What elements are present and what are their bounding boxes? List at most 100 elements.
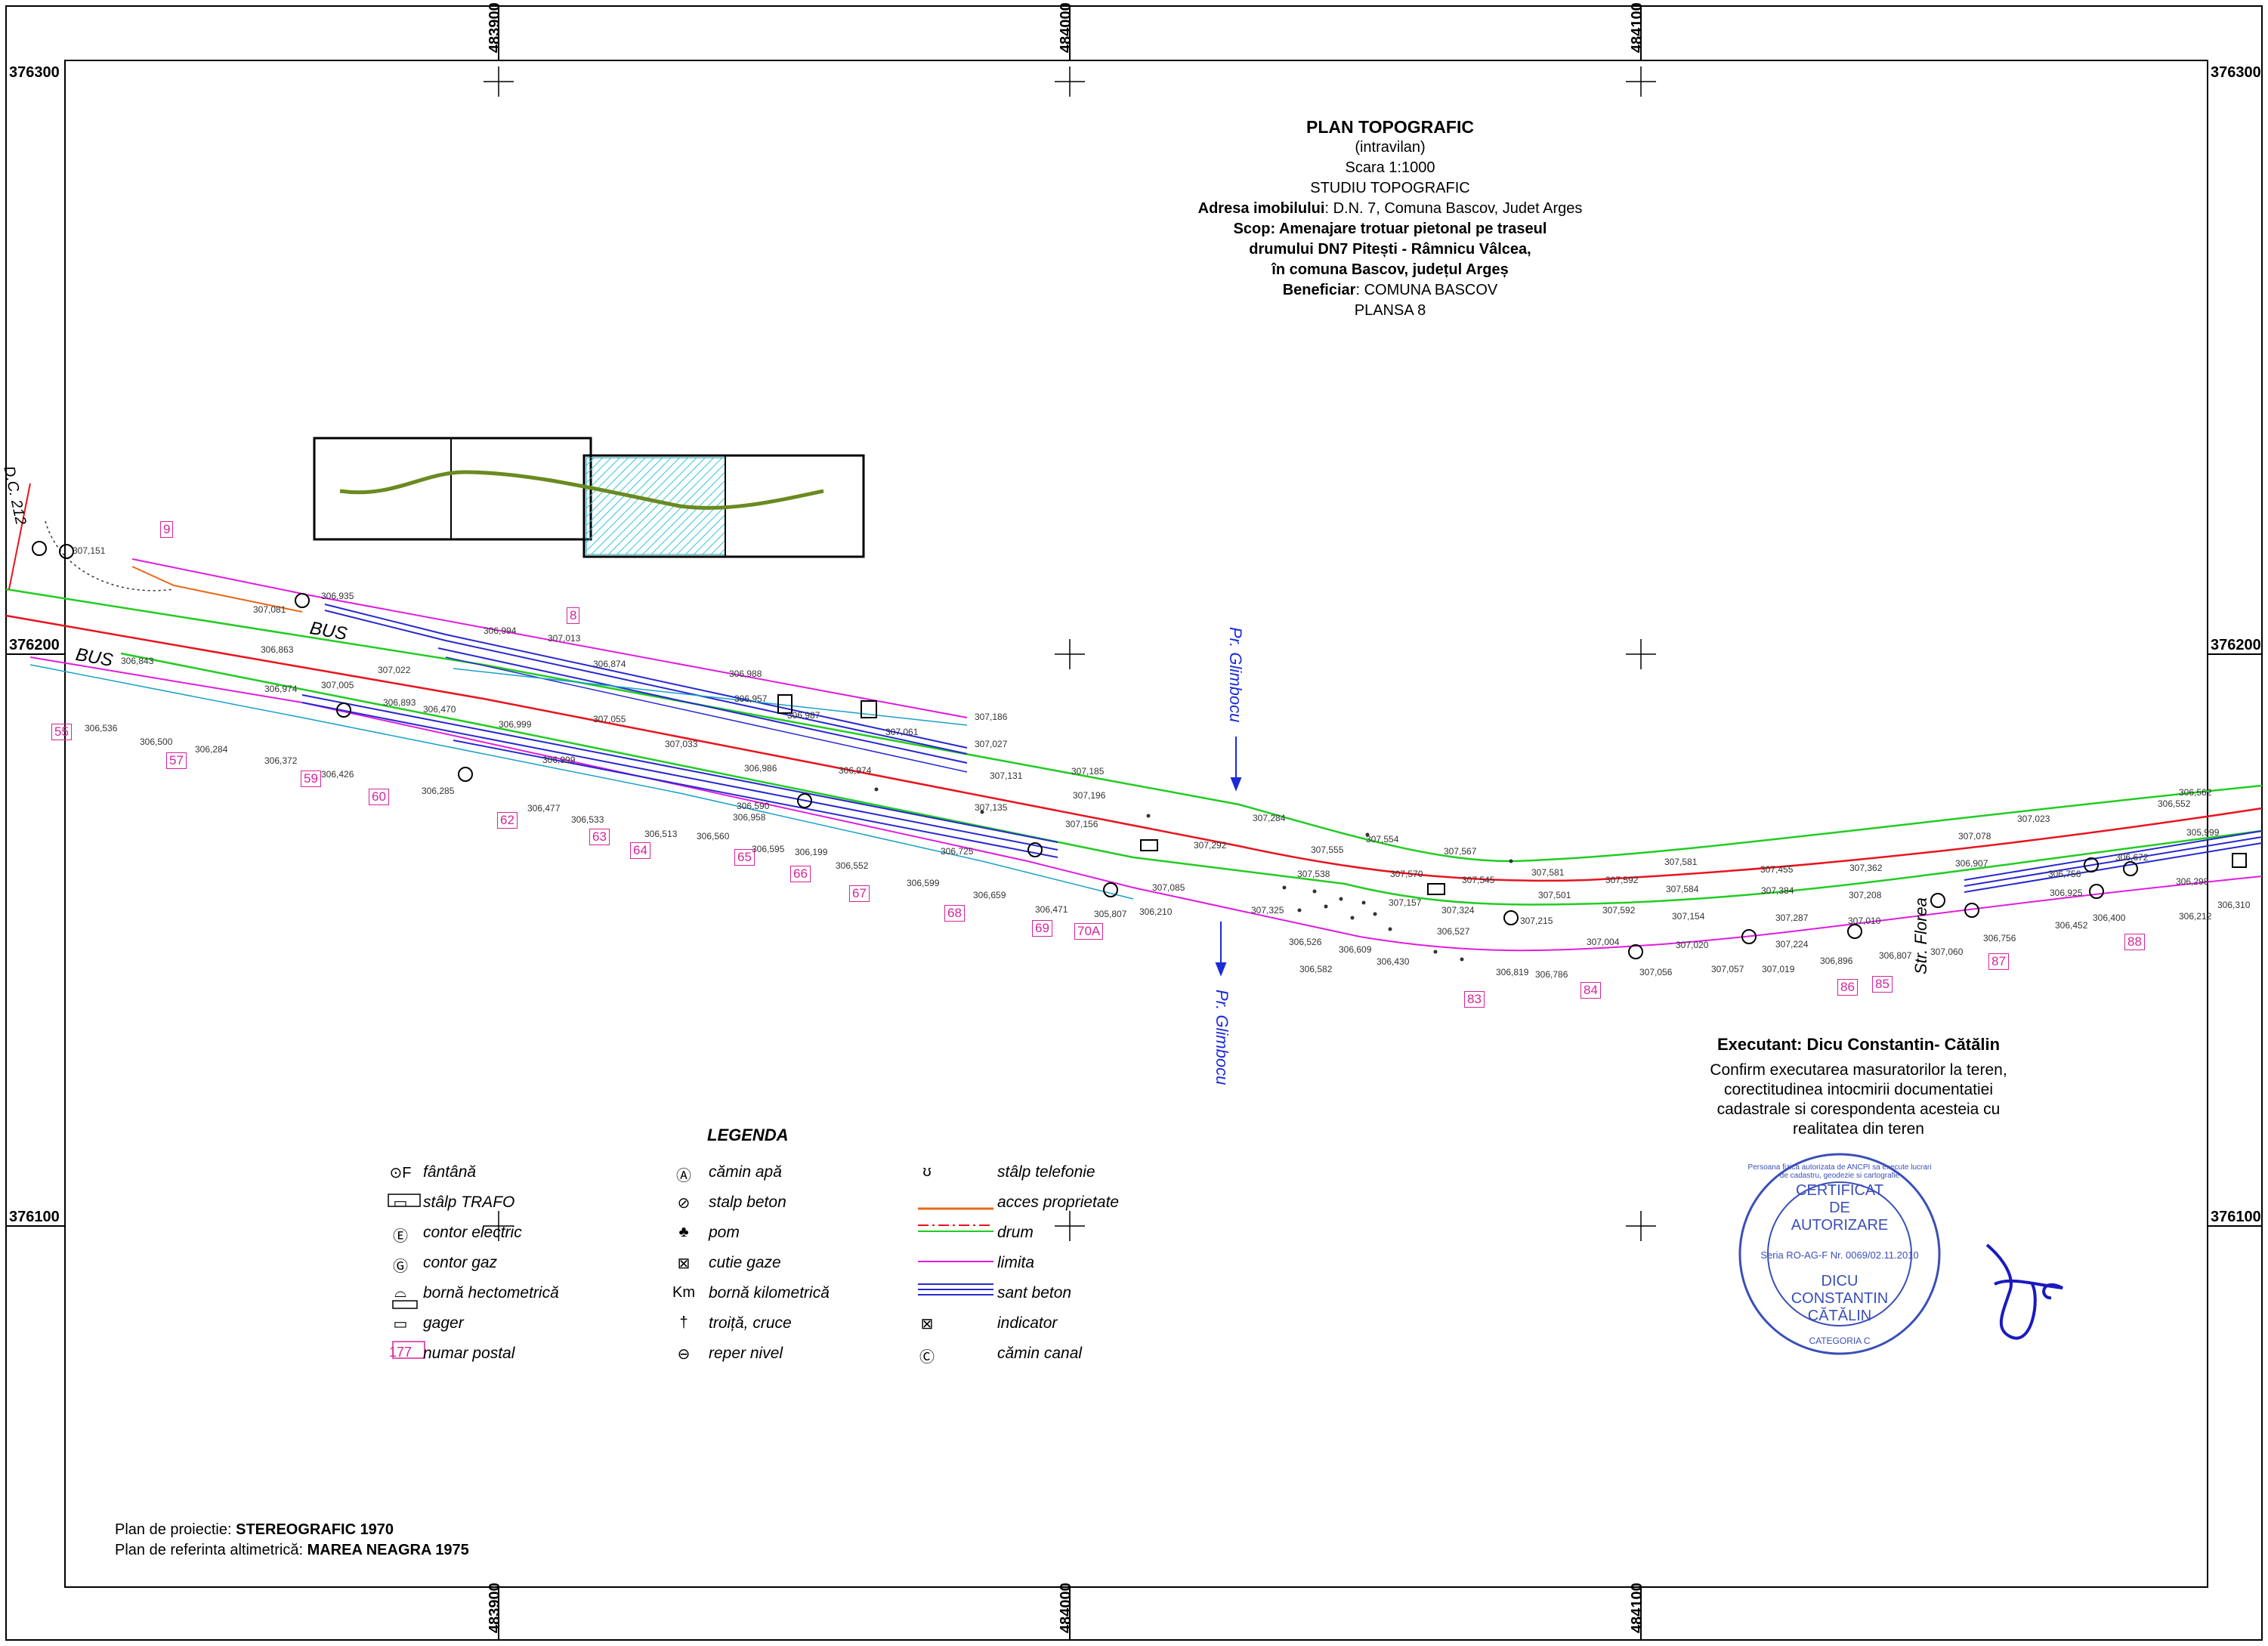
legend-label: reper nivel — [709, 1345, 783, 1362]
executant-line: corectitudinea intocmirii documentatiei — [1723, 1081, 1993, 1098]
elevation-label: 307,567 — [1444, 846, 1477, 857]
plan-scope-line3: în comuna Bascov, județul Argeș — [1272, 261, 1509, 278]
plan-title: PLAN TOPOGRAFIC — [1306, 117, 1474, 137]
elevation-label: 307,592 — [1602, 905, 1636, 916]
legend-label: cutie gaze — [709, 1254, 781, 1271]
elevation-label: 306,786 — [1535, 969, 1568, 980]
legend-label: limita — [997, 1254, 1035, 1271]
legend-symbol-icon: ⊖ — [677, 1346, 691, 1363]
street-label-florea: Str. Florea — [1911, 897, 1930, 974]
legend-label: drum — [997, 1224, 1034, 1241]
stamp-category: CATEGORIA C — [1809, 1336, 1871, 1346]
elevation-label: 307,581 — [1664, 857, 1698, 867]
legend-title: LEGENDA — [707, 1126, 789, 1144]
elevation-label: 307,196 — [1073, 790, 1106, 801]
legend-label: stâlp TRAFO — [423, 1194, 515, 1211]
elevation-label: 307,019 — [1762, 964, 1795, 974]
elevation-label: 306,285 — [422, 786, 455, 796]
elevation-label: 306,513 — [644, 829, 678, 839]
stamp-center-text: CERTIFICAT DE AUTORIZARE — [1791, 1182, 1889, 1234]
elevation-label: 307,592 — [1605, 875, 1639, 885]
plan-sheet: PLANSA 8 — [1354, 302, 1426, 319]
postal-number: 83 — [1464, 991, 1485, 1008]
elevation-label: 307,156 — [1065, 819, 1098, 829]
elevation-label: 306,533 — [571, 814, 604, 825]
elevation-label: 306,974 — [839, 765, 872, 776]
postal-number: 59 — [301, 771, 321, 787]
elevation-label: 306,756 — [2048, 869, 2081, 879]
plan-scope-line2: drumului DN7 Pitești - Râmnicu Vâlcea, — [1249, 241, 1531, 258]
elevation-label: 307,060 — [1930, 947, 1964, 957]
outer-frame — [5, 5, 2263, 1641]
elevation-label: 307,185 — [1071, 766, 1105, 777]
elevation-label: 307,005 — [321, 680, 354, 690]
elevation-label: 306,659 — [973, 890, 1006, 900]
elevation-label: 306,907 — [1955, 858, 1988, 869]
elevation-label: 306,582 — [1299, 964, 1333, 974]
elevation-label: 306,526 — [1289, 937, 1322, 947]
elevation-label: 306,552 — [2158, 798, 2191, 809]
postal-number: 68 — [944, 905, 965, 922]
elevation-label: 306,284 — [195, 744, 228, 755]
elevation-label: 307,324 — [1441, 905, 1475, 916]
grid-x-label-bottom-3: 484100 — [1629, 1583, 1645, 1633]
elevation-label: 306,999 — [542, 755, 576, 765]
legend-symbol-icon: ♣ — [678, 1224, 689, 1240]
legend-line-samples — [388, 1194, 993, 1359]
elevation-label: 307,013 — [548, 633, 581, 644]
elevation-label: 306,988 — [729, 669, 762, 679]
postal-number: 66 — [790, 866, 811, 882]
elevation-label: 306,863 — [261, 644, 294, 655]
elevation-label: 307,362 — [1849, 863, 1883, 873]
key-map — [313, 437, 865, 558]
legend-label: cămin canal — [997, 1345, 1083, 1362]
grid-x-label-bottom-2: 484000 — [1058, 1583, 1074, 1633]
elevation-label: 306,477 — [527, 803, 561, 814]
legend-label: bornă hectometrică — [423, 1284, 559, 1302]
elevation-label: 306,958 — [733, 812, 766, 823]
elevation-label: 306,212 — [2179, 911, 2212, 922]
postal-number: 69 — [1032, 920, 1052, 937]
elevation-label: 306,874 — [593, 659, 626, 669]
elevation-label: 307,208 — [1849, 890, 1882, 900]
plan-study: STUDIU TOPOGRAFIC — [1310, 180, 1470, 196]
elevation-label: 307,081 — [253, 604, 286, 615]
elevation-label: 306,599 — [907, 878, 940, 888]
legend-symbol-icon: Ⓔ — [393, 1228, 408, 1245]
elevation-label: 307,186 — [975, 712, 1008, 722]
legend-label: contor gaz — [423, 1254, 498, 1271]
elevation-label: 305,807 — [1094, 909, 1127, 919]
elevation-label: 307,085 — [1152, 882, 1185, 893]
legend-symbol-icon: Ⓖ — [393, 1258, 408, 1275]
elevation-label: 306,756 — [1983, 933, 2016, 943]
legend-symbol-icon: Km — [672, 1284, 695, 1301]
elevation-label: 307,284 — [1253, 813, 1286, 823]
legend-label: acces proprietate — [997, 1194, 1120, 1211]
elevation-label: 306,935 — [321, 591, 354, 601]
elevation-label: 307,157 — [1389, 897, 1422, 908]
elevation-label: 306,452 — [2055, 920, 2088, 931]
legend-symbol-icon: ⊠ — [920, 1316, 934, 1333]
postal-number: 88 — [2124, 934, 2145, 950]
elevation-label: 307,010 — [1848, 916, 1881, 926]
projection-plan: Plan de proiectie: STEREOGRAFIC 1970 — [115, 1521, 394, 1538]
elevation-label: 307,154 — [1672, 911, 1705, 922]
elevation-label: 306,372 — [264, 755, 298, 766]
elevation-label: 306,819 — [1496, 967, 1529, 977]
legend-symbol-icon: Ⓒ — [919, 1349, 935, 1366]
elevation-label: 306,807 — [1879, 950, 1912, 961]
map-symbols — [32, 541, 2247, 959]
executant-line: cadastrale si corespondenta acesteia cu — [1716, 1101, 2001, 1118]
elevation-label: 307,131 — [990, 771, 1023, 781]
road-network — [5, 483, 2263, 952]
legend-symbol-icon: ⌓ — [394, 1284, 406, 1301]
postal-number: 57 — [166, 752, 187, 769]
elevation-label: 306,957 — [734, 693, 768, 704]
elevation-label: 306,430 — [1377, 956, 1410, 967]
postal-number: 85 — [1872, 976, 1893, 993]
elevation-label: 306,925 — [2050, 888, 2083, 898]
legend-label: numar postal — [423, 1345, 515, 1362]
elevation-label: 306,896 — [1820, 956, 1853, 966]
elevation-label: 306,527 — [1437, 926, 1470, 937]
